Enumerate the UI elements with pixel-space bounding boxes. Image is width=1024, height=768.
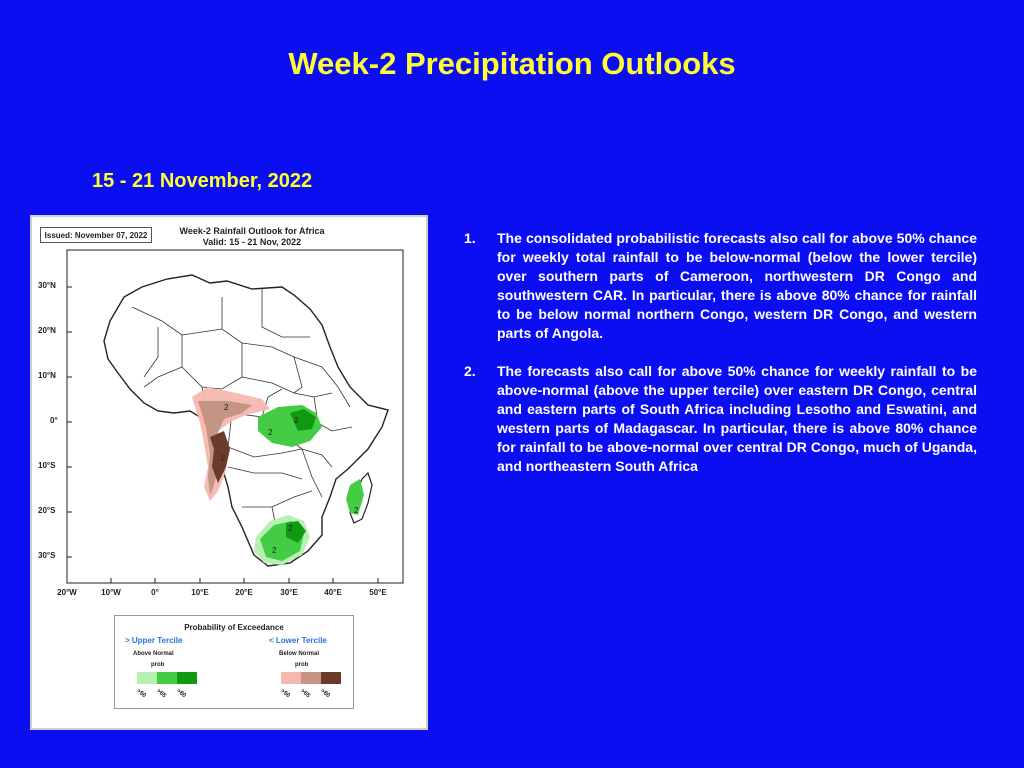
legend-below-normal: Below Normal xyxy=(279,651,320,657)
legend-tick: >80 xyxy=(175,688,187,700)
lat-label: 30°S xyxy=(38,551,56,560)
probability-legend: Probability of Exceedance > Upper Tercil… xyxy=(114,615,354,709)
issued-date-box: Issued: November 07, 2022 xyxy=(40,227,152,243)
lat-label: 20°N xyxy=(38,326,56,335)
forecast-notes: 1. The consolidated probabilistic foreca… xyxy=(464,229,977,495)
date-range: 15 - 21 November, 2022 xyxy=(92,170,313,192)
africa-outline xyxy=(103,274,389,567)
legend-tick: >50 xyxy=(279,688,291,700)
lat-label: 10°S xyxy=(38,461,56,470)
legend-swatch-above-80 xyxy=(177,672,197,684)
map-title-line: Week-2 Rainfall Outlook for Africa xyxy=(179,226,325,236)
contour-label: 2 xyxy=(288,524,293,533)
lon-label: 50°E xyxy=(369,588,387,597)
note-number: 1. xyxy=(464,230,476,246)
note-number: 2. xyxy=(464,363,476,379)
legend-swatch-below-65 xyxy=(301,672,321,684)
above-normal-area-uganda xyxy=(290,409,316,431)
above-normal-area-madagascar xyxy=(346,479,364,515)
lon-label: 10°E xyxy=(191,588,209,597)
legend-swatch-above-50 xyxy=(137,672,157,684)
legend-swatch-below-80 xyxy=(321,672,341,684)
below-normal-area-mid xyxy=(198,401,252,495)
contour-label: 2 xyxy=(224,403,229,412)
legend-prob-label: prob xyxy=(151,662,165,668)
note-text: The consolidated probabilistic forecasts… xyxy=(497,230,977,341)
legend-above-normal: Above Normal xyxy=(133,651,174,657)
legend-tick: >50 xyxy=(135,688,147,700)
slide-title: Week-2 Precipitation Outlooks xyxy=(288,46,736,81)
lon-label: 20°E xyxy=(235,588,253,597)
map-title: Week-2 Rainfall Outlook for Africa Valid… xyxy=(162,226,342,248)
legend-lower-tercile: < Lower Tercile xyxy=(269,636,327,645)
axis-ticks xyxy=(66,286,379,583)
legend-title: Probability of Exceedance xyxy=(184,623,284,632)
lon-label: 10°W xyxy=(101,588,121,597)
lon-label: 30°E xyxy=(280,588,298,597)
legend-swatch-above-65 xyxy=(157,672,177,684)
forecast-note-2: 2. The forecasts also call for above 50%… xyxy=(464,362,977,476)
lat-label: 0° xyxy=(50,416,58,425)
africa-map-graphic: 2 2 2 1 2 2 2 xyxy=(66,249,404,584)
legend-tick: >80 xyxy=(319,688,331,700)
legend-upper-tercile: > Upper Tercile xyxy=(125,636,183,645)
contour-label: 2 xyxy=(294,416,299,425)
contour-label: 2 xyxy=(354,506,359,515)
contour-label: 2 xyxy=(272,546,277,555)
legend-tick: >65 xyxy=(155,688,167,700)
lon-label: 20°W xyxy=(57,588,77,597)
note-text: The forecasts also call for above 50% ch… xyxy=(497,363,977,474)
contour-label: 2 xyxy=(268,428,273,437)
below-normal-area-strong xyxy=(210,431,230,483)
lon-label: 0° xyxy=(151,588,159,597)
map-valid-line: Valid: 15 - 21 Nov, 2022 xyxy=(202,237,302,247)
lat-label: 20°S xyxy=(38,506,56,515)
above-normal-area-south-africa-strong xyxy=(286,521,306,543)
legend-tick: >65 xyxy=(299,688,311,700)
legend-swatch-below-50 xyxy=(281,672,301,684)
lat-label: 30°N xyxy=(38,281,56,290)
rainfall-outlook-map: 2 2 2 1 2 2 2 Issued: November 07, 2022 … xyxy=(30,215,428,730)
lon-label: 40°E xyxy=(324,588,342,597)
forecast-note-1: 1. The consolidated probabilistic foreca… xyxy=(464,229,977,343)
contour-label: 1 xyxy=(220,454,225,463)
lat-label: 10°N xyxy=(38,371,56,380)
legend-prob-label: prob xyxy=(295,662,309,668)
